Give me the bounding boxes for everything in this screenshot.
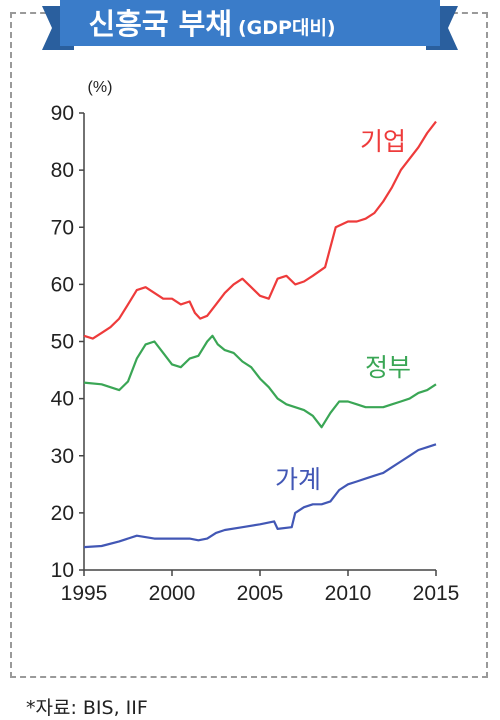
y-tick-label: 40	[51, 388, 74, 411]
x-tick-label: 2010	[325, 582, 372, 605]
y-axis-unit-label: (%)	[88, 79, 113, 96]
x-tick-label: 2015	[413, 582, 460, 605]
x-tick-label: 2005	[237, 582, 284, 605]
source-note: *자료: BIS, IIF	[26, 697, 148, 719]
series-label-2: 가계	[275, 465, 321, 494]
chart-lines	[83, 120, 437, 549]
y-tick-label: 60	[51, 273, 74, 296]
x-tick-label: 1995	[61, 582, 108, 605]
banner-subtitle: (GDP대비)	[238, 17, 336, 39]
series-label-0: 기업	[360, 127, 406, 156]
banner-body	[60, 0, 440, 46]
y-tick-label: 20	[51, 502, 74, 525]
banner-title: 신흥국 부채	[89, 7, 233, 41]
series-label-1: 정부	[365, 353, 411, 382]
series-line-1	[83, 334, 437, 429]
series-line-2	[83, 443, 437, 549]
series-line-0	[83, 120, 437, 340]
title-banner: 신흥국 부채 (GDP대비)	[42, 0, 458, 50]
y-tick-label: 30	[51, 445, 74, 468]
y-tick-label: 50	[51, 331, 74, 354]
y-tick-label: 10	[51, 559, 74, 582]
line-chart: 10 20 30 40 50 60 70 80 90 1995 2000 2005 2010 2015 (%…	[51, 79, 460, 605]
y-tick-label: 80	[51, 159, 74, 182]
chart-axes: 10 20 30 40 50 60 70 80 90 1995 2000 2005 2010 2015 (%…	[51, 79, 460, 605]
y-tick-label: 70	[51, 216, 74, 239]
y-tick-label: 90	[51, 102, 74, 125]
x-tick-label: 2000	[149, 582, 196, 605]
